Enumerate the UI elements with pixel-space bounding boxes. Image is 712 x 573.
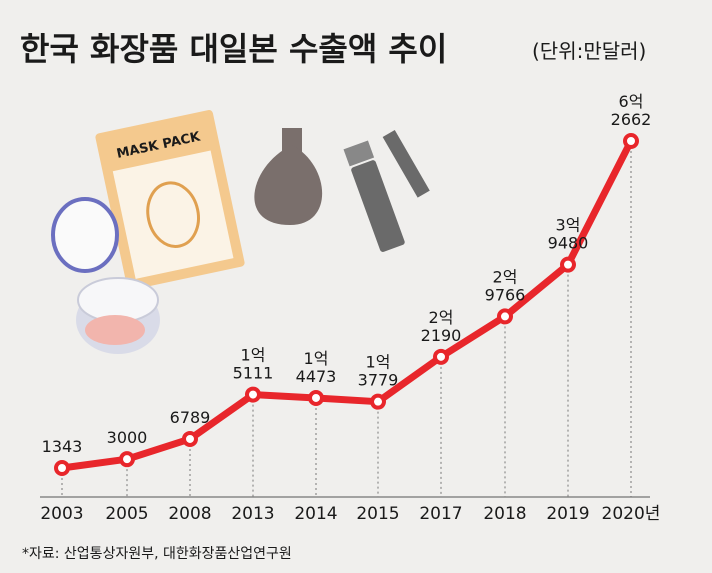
x-tick-label: 2003: [40, 504, 83, 524]
marker: [119, 451, 135, 468]
data-label: 6789: [170, 408, 211, 427]
data-label: 1억 5111: [233, 346, 274, 383]
x-tick-label: 2014: [294, 504, 337, 524]
data-label: 6억 2662: [611, 92, 652, 129]
marker: [54, 460, 70, 476]
marker: [370, 393, 386, 410]
chart-subtitle: (단위:만달러): [532, 39, 646, 63]
marker: [560, 256, 576, 273]
line: [61, 139, 635, 472]
data-label: 1억 4473: [296, 349, 337, 386]
chart-title: 한국 화장품 대일본 수출액 추이: [20, 30, 447, 68]
data-label: 2억 9766: [485, 267, 526, 304]
x-tick-label: 2005: [105, 504, 148, 524]
marker: [245, 386, 261, 403]
data-label: 1343: [42, 437, 83, 456]
data-label: 1억 3779: [358, 353, 399, 390]
data-label: 3억 9480: [548, 216, 589, 253]
marker: [623, 133, 639, 149]
marker: [433, 348, 449, 365]
x-tick-label: 2020년: [602, 504, 661, 524]
illustration: MASK PACK: [51, 110, 430, 354]
data-label: 3000: [107, 428, 148, 447]
marker: [497, 308, 513, 325]
x-tick-label: 2015: [356, 504, 399, 524]
x-tick-label: 2008: [168, 504, 211, 524]
source: *자료: 산업통상자원부, 대한화장품산업연구원: [22, 546, 292, 562]
x-tick-label: 2017: [419, 504, 462, 524]
x-tick-label: 2018: [483, 504, 526, 524]
x-tick-label: 2013: [231, 504, 274, 524]
marker: [182, 430, 198, 447]
marker: [308, 389, 324, 406]
data-label: 2억 2190: [421, 308, 462, 345]
x-tick-label: 2019: [546, 504, 589, 524]
